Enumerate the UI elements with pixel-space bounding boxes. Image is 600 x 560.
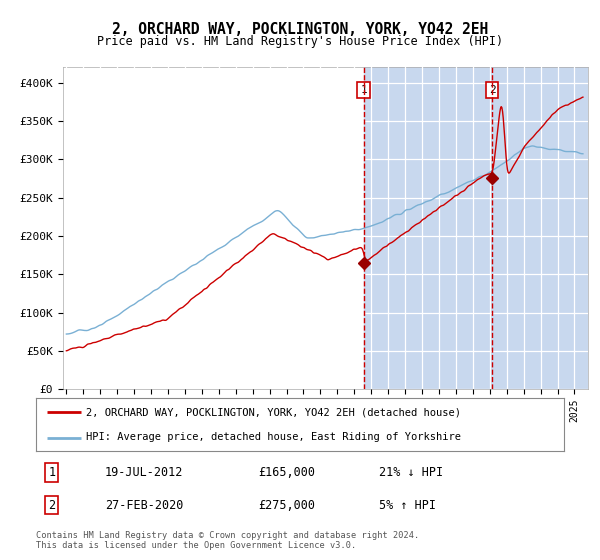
Text: 1: 1 bbox=[48, 466, 55, 479]
Text: 2: 2 bbox=[489, 85, 496, 95]
Text: 21% ↓ HPI: 21% ↓ HPI bbox=[379, 466, 443, 479]
Text: 5% ↑ HPI: 5% ↑ HPI bbox=[379, 498, 436, 511]
Text: 1: 1 bbox=[360, 85, 367, 95]
Text: Contains HM Land Registry data © Crown copyright and database right 2024.
This d: Contains HM Land Registry data © Crown c… bbox=[36, 531, 419, 550]
Text: £165,000: £165,000 bbox=[258, 466, 315, 479]
Text: 19-JUL-2012: 19-JUL-2012 bbox=[104, 466, 183, 479]
Text: 2, ORCHARD WAY, POCKLINGTON, YORK, YO42 2EH: 2, ORCHARD WAY, POCKLINGTON, YORK, YO42 … bbox=[112, 22, 488, 38]
Text: £275,000: £275,000 bbox=[258, 498, 315, 511]
Text: 2: 2 bbox=[48, 498, 55, 511]
Bar bbox=[364, 67, 592, 389]
Text: 27-FEB-2020: 27-FEB-2020 bbox=[104, 498, 183, 511]
Text: 2, ORCHARD WAY, POCKLINGTON, YORK, YO42 2EH (detached house): 2, ORCHARD WAY, POCKLINGTON, YORK, YO42 … bbox=[86, 408, 461, 418]
Text: HPI: Average price, detached house, East Riding of Yorkshire: HPI: Average price, detached house, East… bbox=[86, 432, 461, 442]
Text: Price paid vs. HM Land Registry's House Price Index (HPI): Price paid vs. HM Land Registry's House … bbox=[97, 35, 503, 48]
